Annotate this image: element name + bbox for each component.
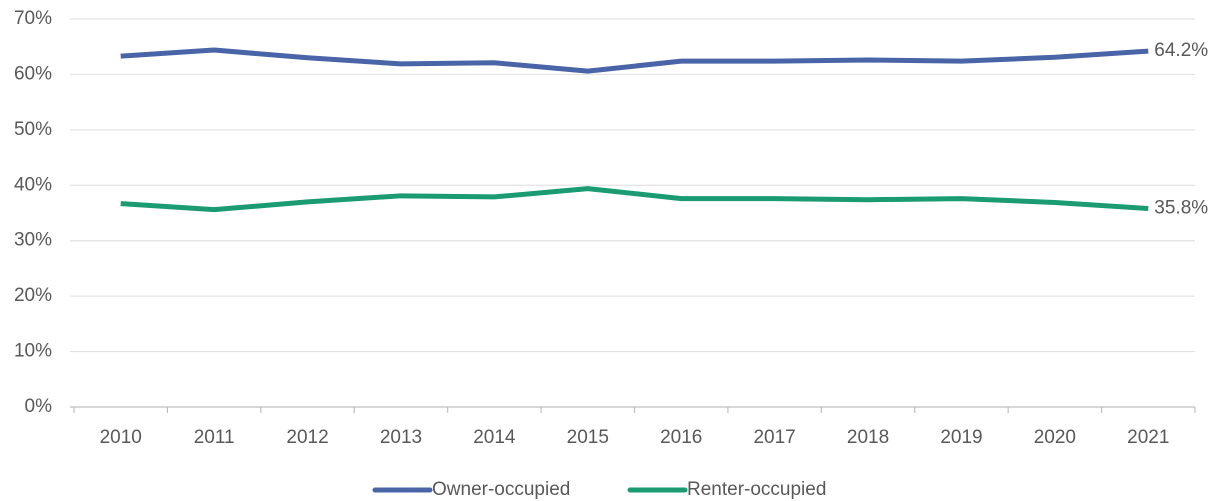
x-tick-label: 2021 bbox=[1127, 427, 1169, 448]
data-line bbox=[120, 47, 1149, 74]
data-label: 64.2% bbox=[1154, 40, 1208, 61]
x-tick-label: 2015 bbox=[567, 427, 609, 448]
y-tick-label: 70% bbox=[14, 8, 52, 29]
x-tick-label: 2011 bbox=[194, 427, 235, 448]
data-label: 35.8% bbox=[1154, 198, 1208, 219]
x-tick-label: 2018 bbox=[847, 427, 889, 448]
data-line bbox=[120, 186, 1149, 213]
x-tick-label: 2012 bbox=[286, 427, 328, 448]
y-tick-label: 10% bbox=[14, 341, 52, 362]
y-tick-label: 40% bbox=[14, 174, 52, 195]
y-tick-label: 0% bbox=[25, 396, 53, 417]
y-tick-label: 20% bbox=[14, 285, 52, 306]
x-tick-label: 2020 bbox=[1034, 427, 1076, 448]
y-tick-label: 60% bbox=[14, 63, 52, 84]
x-tick-label: 2016 bbox=[660, 427, 702, 448]
x-tick-label: 2017 bbox=[753, 427, 795, 448]
y-tick-label: 50% bbox=[14, 119, 52, 140]
y-tick-label: 30% bbox=[14, 230, 52, 251]
x-tick-label: 2013 bbox=[380, 427, 422, 448]
legend-label: Owner-occupied bbox=[432, 479, 570, 500]
x-tick-label: 2010 bbox=[100, 427, 142, 448]
legend-label: Renter-occupied bbox=[687, 479, 826, 500]
x-tick-label: 2014 bbox=[473, 427, 516, 448]
x-tick-label: 2019 bbox=[940, 427, 982, 448]
